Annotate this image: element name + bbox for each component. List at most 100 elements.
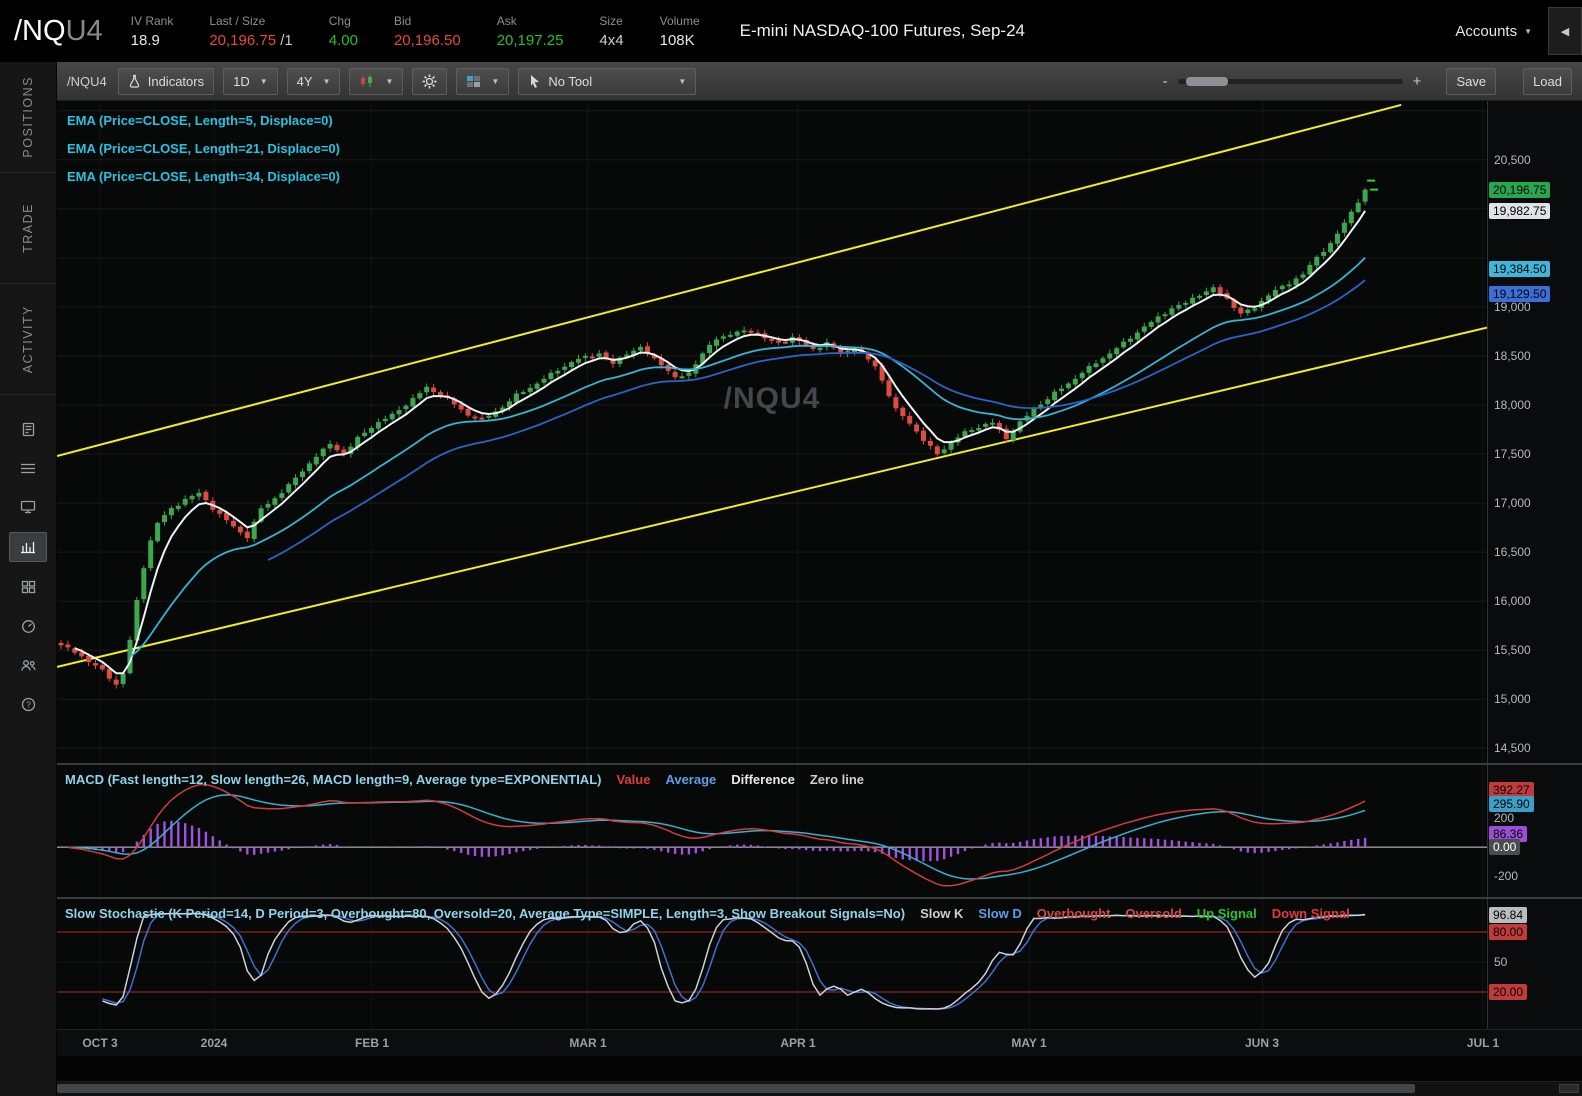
stoch-legend-slowk[interactable]: Slow K (920, 906, 964, 922)
ema5-legend-row[interactable]: EMA (Price=CLOSE, Length=5, Displace=0) (67, 113, 333, 129)
chart-scrollbar[interactable] (57, 1081, 1582, 1096)
save-button[interactable]: Save (1446, 67, 1497, 95)
help-icon[interactable]: ? (10, 690, 46, 718)
field-last-size: Last / Size 20,196.75 /1 (209, 14, 292, 49)
axis-label: 19,000 (1494, 300, 1531, 315)
macd-legend-value[interactable]: Value (616, 772, 651, 788)
chart-settings-button[interactable] (412, 67, 448, 95)
macd-legend-average[interactable]: Average (665, 772, 717, 788)
zoom-out-button[interactable]: - (1162, 72, 1168, 90)
axis-label: 15,500 (1494, 643, 1531, 658)
stochastic-chart[interactable]: Slow Stochastic (K Period=14, D Period=3… (57, 899, 1487, 1030)
range-dropdown[interactable]: 4Y ▼ (286, 67, 341, 95)
stoch-legend-overbought[interactable]: Overbought (1036, 906, 1111, 922)
stochastic-panel: Slow Stochastic (K Period=14, D Period=3… (57, 899, 1582, 1030)
sidebar-tab-positions[interactable]: POSITIONS (0, 62, 56, 173)
flask-icon (129, 75, 139, 88)
last-size: /1 (276, 31, 293, 49)
field-value: 4x4 (599, 31, 624, 49)
macd-chart[interactable]: MACD (Fast length=12, Slow length=26, MA… (57, 765, 1487, 898)
candlestick-chart[interactable]: /NQU4 EMA (Price=CLOSE, Length=5, Displa… (57, 101, 1487, 764)
quote-header: /NQU4 IV Rank 18.9 Last / Size 20,196.75… (0, 0, 1582, 62)
grid-icon (467, 75, 481, 87)
ema21-legend-row[interactable]: EMA (Price=CLOSE, Length=21, Displace=0) (67, 141, 340, 157)
macd-axis[interactable]: 200 -200 392.27 295.90 86.36 0.00 (1487, 765, 1582, 898)
stochastic-axis[interactable]: 50 96.84 80.00 20.00 (1487, 899, 1582, 1030)
axis-value-box: 86.36 (1489, 826, 1528, 843)
timeframe-dropdown[interactable]: 1D ▼ (223, 67, 278, 95)
axis-label: 16,000 (1494, 594, 1531, 609)
axis-label: 17,000 (1494, 496, 1531, 511)
time-label: APR 1 (780, 1036, 816, 1051)
axis-label: 14,500 (1494, 741, 1531, 756)
stoch-legend-downsignal[interactable]: Down Signal (1271, 906, 1350, 922)
users-icon[interactable] (10, 651, 46, 679)
macd-panel: MACD (Fast length=12, Slow length=26, MA… (57, 765, 1582, 898)
field-chg: Chg 4.00 (329, 14, 358, 49)
sidebar-tab-activity[interactable]: ACTIVITY (0, 284, 56, 395)
axis-label: 18,500 (1494, 349, 1531, 364)
field-label: Ask (496, 13, 517, 28)
field-label: Size (599, 13, 623, 28)
sidebar-tab-trade[interactable]: TRADE (0, 173, 56, 284)
time-label: OCT 3 (82, 1036, 118, 1051)
panel-divider[interactable] (57, 897, 1582, 900)
macd-legend: MACD (Fast length=12, Slow length=26, MA… (65, 772, 864, 787)
collapse-panel-button[interactable]: ◀ (1548, 7, 1582, 55)
symbol-suffix: U4 (65, 14, 103, 47)
monitor-icon[interactable] (10, 493, 46, 521)
ema-legend: EMA (Price=CLOSE, Length=5, Displace=0) … (67, 113, 340, 197)
left-sidebar: POSITIONS TRADE ACTIVITY (0, 62, 57, 1096)
scrollbar-thumb[interactable] (57, 1084, 1415, 1094)
tiles-icon[interactable] (10, 573, 46, 601)
chart-toolbar: /NQU4 Indicators 1D ▼ 4Y ▼ ▼ ▼ (57, 62, 1582, 102)
axis-label: 16,500 (1494, 545, 1531, 560)
accounts-dropdown[interactable]: Accounts ▼ (1455, 23, 1532, 40)
time-axis[interactable]: OCT 3 2024 FEB 1 MAR 1 APR 1 MAY 1 JUN 3 JUL 1 (57, 1029, 1582, 1056)
stoch-legend-slowd[interactable]: Slow D (978, 906, 1022, 922)
last-trade-marker (1367, 179, 1379, 191)
chart-grid-icon[interactable] (9, 532, 47, 562)
axis-label: 20,500 (1494, 153, 1531, 168)
scrollbar-grip[interactable] (1559, 1084, 1579, 1094)
field-ask: Ask 20,197.25 (497, 14, 564, 49)
macd-legend-difference[interactable]: Difference (731, 772, 795, 788)
field-size: Size 4x4 (599, 14, 623, 49)
list-icon[interactable] (10, 454, 46, 482)
macd-title[interactable]: MACD (Fast length=12, Slow length=26, MA… (65, 772, 602, 788)
chevron-down-icon: ▼ (259, 76, 268, 86)
field-label: Chg (328, 13, 351, 28)
stoch-legend-upsignal[interactable]: Up Signal (1196, 906, 1257, 922)
price-axis[interactable]: 20,500 19,000 18,500 18,000 17,500 17,000 16,5… (1487, 101, 1582, 764)
field-volume: Volume 108K (660, 14, 700, 49)
macd-legend-zeroline[interactable]: Zero line (809, 772, 865, 788)
gauge-icon[interactable] (10, 612, 46, 640)
zoom-slider[interactable] (1177, 76, 1403, 86)
symbol-title: /NQU4 (14, 15, 103, 48)
stoch-title[interactable]: Slow Stochastic (K Period=14, D Period=3… (65, 906, 906, 922)
load-button[interactable]: Load (1523, 67, 1572, 95)
collapse-left-icon: ◀ (1560, 25, 1570, 38)
drawing-tool-dropdown[interactable]: No Tool ▼ (518, 67, 697, 95)
zoom-slider-handle[interactable] (1185, 76, 1228, 86)
time-label: 2024 (200, 1036, 228, 1051)
stoch-legend-oversold[interactable]: Oversold (1125, 906, 1182, 922)
field-label: IV Rank (130, 13, 174, 28)
axis-value-box: 20,196.75 (1489, 182, 1551, 199)
field-value: 20,196.50 (393, 31, 461, 49)
panel-divider[interactable] (57, 763, 1582, 766)
chart-style-dropdown[interactable]: ▼ (349, 67, 404, 95)
calculator-icon[interactable] (10, 415, 46, 443)
field-value: 20,197.25 (496, 31, 564, 49)
time-label: MAY 1 (1011, 1036, 1047, 1051)
axis-label: 50 (1494, 955, 1508, 970)
time-label: JUL 1 (1466, 1036, 1500, 1051)
cursor-icon (531, 74, 540, 88)
chevron-down-icon: ▼ (1524, 26, 1532, 36)
gear-icon (422, 74, 437, 89)
zoom-in-button[interactable]: + (1412, 72, 1422, 90)
chart-region: /NQU4 Indicators 1D ▼ 4Y ▼ ▼ ▼ (57, 62, 1582, 1096)
indicators-button[interactable]: Indicators (117, 67, 215, 95)
ema34-legend-row[interactable]: EMA (Price=CLOSE, Length=34, Displace=0) (67, 169, 340, 185)
grid-layout-dropdown[interactable]: ▼ (456, 67, 510, 95)
